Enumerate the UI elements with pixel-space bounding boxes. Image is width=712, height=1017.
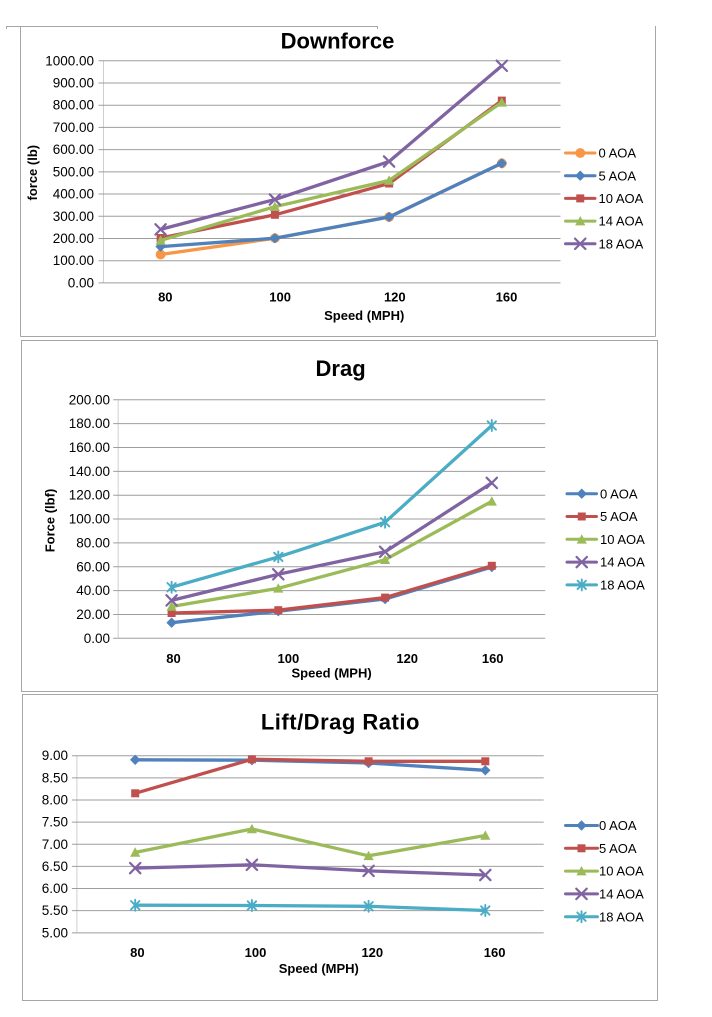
svg-text:Drag: Drag bbox=[316, 356, 366, 381]
svg-text:200.00: 200.00 bbox=[69, 392, 110, 407]
svg-text:force (lb): force (lb) bbox=[25, 145, 40, 201]
svg-text:7.50: 7.50 bbox=[42, 815, 68, 830]
svg-text:100.00: 100.00 bbox=[53, 253, 94, 268]
svg-text:120: 120 bbox=[396, 651, 418, 666]
svg-text:160.00: 160.00 bbox=[69, 440, 110, 455]
svg-text:7.00: 7.00 bbox=[42, 837, 68, 852]
svg-text:14 AOA: 14 AOA bbox=[600, 555, 645, 570]
svg-text:6.50: 6.50 bbox=[42, 859, 68, 874]
svg-text:10 AOA: 10 AOA bbox=[599, 191, 644, 206]
svg-text:8.00: 8.00 bbox=[42, 792, 68, 807]
svg-text:0 AOA: 0 AOA bbox=[599, 146, 637, 161]
svg-text:80.00: 80.00 bbox=[76, 535, 110, 550]
svg-text:0.00: 0.00 bbox=[84, 631, 110, 646]
svg-text:300.00: 300.00 bbox=[53, 209, 94, 224]
svg-text:9.00: 9.00 bbox=[42, 748, 68, 763]
svg-text:Speed (MPH): Speed (MPH) bbox=[324, 308, 404, 323]
svg-text:5 AOA: 5 AOA bbox=[599, 841, 637, 856]
svg-text:Force (lbf): Force (lbf) bbox=[43, 489, 58, 553]
svg-text:1000.00: 1000.00 bbox=[45, 53, 94, 68]
svg-text:0.00: 0.00 bbox=[68, 275, 94, 290]
svg-text:140.00: 140.00 bbox=[69, 464, 110, 479]
svg-text:40.00: 40.00 bbox=[76, 583, 110, 598]
svg-text:18 AOA: 18 AOA bbox=[599, 909, 644, 924]
svg-text:100.00: 100.00 bbox=[69, 512, 110, 527]
svg-text:10 AOA: 10 AOA bbox=[600, 532, 645, 547]
svg-text:80: 80 bbox=[166, 651, 180, 666]
svg-text:5 AOA: 5 AOA bbox=[600, 509, 638, 524]
svg-text:180.00: 180.00 bbox=[69, 416, 110, 431]
svg-text:0 AOA: 0 AOA bbox=[600, 486, 638, 501]
svg-text:18 AOA: 18 AOA bbox=[600, 578, 645, 593]
svg-text:160: 160 bbox=[482, 651, 504, 666]
svg-text:800.00: 800.00 bbox=[53, 98, 94, 113]
svg-text:5.00: 5.00 bbox=[42, 925, 68, 940]
svg-text:100: 100 bbox=[278, 651, 300, 666]
svg-text:20.00: 20.00 bbox=[76, 607, 110, 622]
svg-text:8.50: 8.50 bbox=[42, 770, 68, 785]
svg-text:160: 160 bbox=[496, 290, 518, 305]
svg-text:120: 120 bbox=[361, 945, 383, 960]
svg-text:5 AOA: 5 AOA bbox=[599, 168, 637, 183]
svg-text:160: 160 bbox=[484, 945, 506, 960]
svg-text:Speed (MPH): Speed (MPH) bbox=[292, 666, 372, 681]
svg-text:Speed (MPH): Speed (MPH) bbox=[279, 961, 359, 976]
svg-text:100: 100 bbox=[245, 945, 267, 960]
svg-text:60.00: 60.00 bbox=[76, 559, 110, 574]
svg-text:80: 80 bbox=[130, 945, 144, 960]
svg-text:0 AOA: 0 AOA bbox=[599, 818, 637, 833]
svg-text:14 AOA: 14 AOA bbox=[599, 214, 644, 229]
svg-text:600.00: 600.00 bbox=[53, 142, 94, 157]
svg-text:14 AOA: 14 AOA bbox=[599, 887, 644, 902]
svg-text:400.00: 400.00 bbox=[53, 187, 94, 202]
svg-text:200.00: 200.00 bbox=[53, 231, 94, 246]
svg-text:80: 80 bbox=[158, 290, 172, 305]
svg-text:6.00: 6.00 bbox=[42, 881, 68, 896]
svg-text:500.00: 500.00 bbox=[53, 164, 94, 179]
svg-text:5.50: 5.50 bbox=[42, 903, 68, 918]
svg-text:18 AOA: 18 AOA bbox=[599, 236, 644, 251]
svg-text:Lift/Drag Ratio: Lift/Drag Ratio bbox=[261, 710, 420, 735]
svg-text:900.00: 900.00 bbox=[53, 76, 94, 91]
svg-text:120: 120 bbox=[384, 290, 406, 305]
svg-text:700.00: 700.00 bbox=[53, 120, 94, 135]
svg-text:100: 100 bbox=[269, 290, 291, 305]
svg-text:10 AOA: 10 AOA bbox=[599, 864, 644, 879]
svg-text:Downforce: Downforce bbox=[281, 29, 395, 54]
svg-text:120.00: 120.00 bbox=[69, 488, 110, 503]
